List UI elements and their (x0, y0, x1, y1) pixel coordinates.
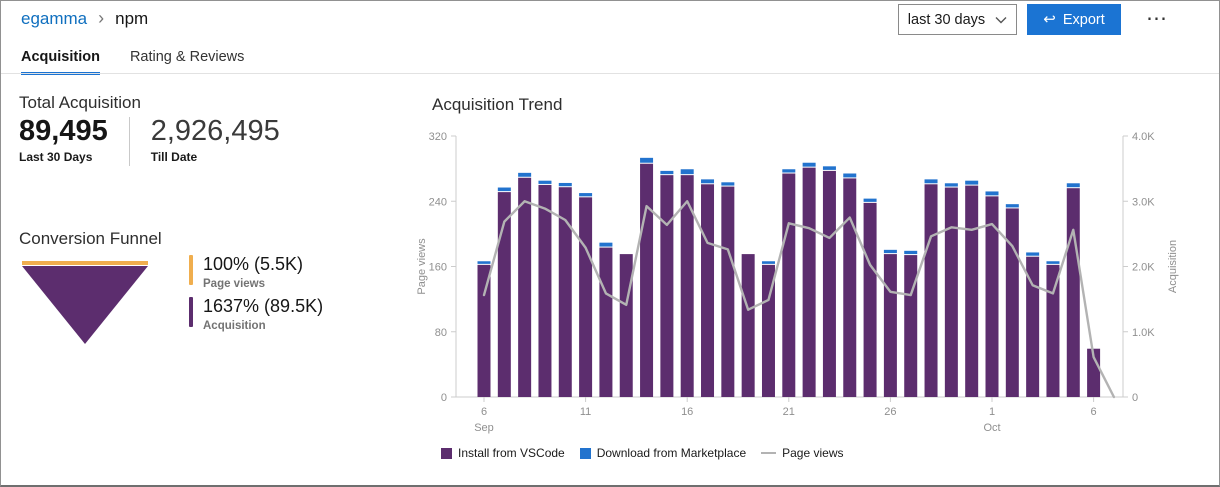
funnel-triangle (22, 266, 148, 344)
more-actions-button[interactable]: ⋯ (1139, 3, 1175, 33)
svg-text:2.0K: 2.0K (1132, 262, 1155, 274)
breadcrumb-chevron-icon: › (98, 8, 105, 28)
svg-text:1.0K: 1.0K (1132, 327, 1155, 339)
funnel-legend: 100% (5.5K) Page views 1637% (89.5K) Acq… (189, 254, 324, 332)
funnel-legend-acquisition-marker (189, 296, 193, 327)
export-arrow-icon: ↩ (1043, 11, 1056, 28)
funnel-top-bar (22, 261, 148, 265)
chart-legend: Install from VSCode Download from Marketp… (441, 446, 844, 460)
tab-bar-divider (1, 73, 1219, 74)
tab-bar: Acquisition Rating & Reviews (21, 49, 244, 75)
svg-text:320: 320 (429, 131, 447, 143)
funnel-legend-acquisition: 1637% (89.5K) Acquisition (189, 295, 324, 332)
funnel-legend-pageviews-marker (189, 255, 193, 285)
metric-last-30-days-label: Last 30 Days (19, 150, 93, 165)
tab-rating-reviews[interactable]: Rating & Reviews (129, 49, 245, 65)
chart-legend-item: Page views (761, 446, 844, 460)
conversion-funnel-graphic (22, 261, 148, 344)
chevron-down-icon (995, 16, 1007, 23)
export-button-label: Export (1062, 11, 1105, 28)
svg-text:240: 240 (429, 196, 447, 208)
conversion-funnel-title: Conversion Funnel (19, 229, 162, 248)
total-acquisition-metrics: 89,495 Last 30 Days 2,926,495 Till Date (19, 115, 280, 166)
export-button[interactable]: ↩ Export (1027, 4, 1121, 35)
svg-text:21: 21 (783, 406, 795, 418)
svg-text:Sep: Sep (474, 422, 494, 434)
svg-text:Acquisition: Acquisition (1167, 240, 1179, 293)
metric-divider (128, 117, 130, 166)
svg-text:80: 80 (435, 327, 447, 339)
svg-text:6: 6 (481, 406, 487, 418)
legend-label: Download from Marketplace (596, 446, 747, 460)
svg-text:4.0K: 4.0K (1132, 131, 1155, 143)
chart-title: Acquisition Trend (432, 95, 563, 114)
breadcrumb: egamma › npm (21, 9, 148, 29)
metric-last-30-days: 89,495 Last 30 Days (19, 115, 108, 164)
date-range-dropdown[interactable]: last 30 days (898, 4, 1017, 35)
breadcrumb-current-extension: npm (115, 9, 149, 28)
legend-line-swatch (761, 451, 777, 455)
svg-text:Page views: Page views (416, 238, 428, 295)
legend-label: Page views (782, 446, 844, 460)
legend-square-swatch (579, 447, 591, 459)
funnel-legend-pageviews: 100% (5.5K) Page views (189, 254, 323, 290)
tab-acquisition[interactable]: Acquisition (21, 49, 100, 75)
svg-text:11: 11 (580, 406, 591, 418)
legend-square-swatch (441, 447, 452, 459)
metric-till-date-label: Till Date (150, 150, 198, 165)
funnel-pageviews-name: Page views (203, 277, 266, 290)
svg-text:Oct: Oct (983, 422, 1000, 434)
legend-label: Install from VSCode (458, 446, 565, 460)
metric-till-date-value: 2,926,495 (150, 115, 280, 147)
svg-text:6: 6 (1091, 406, 1097, 418)
svg-text:160: 160 (429, 262, 447, 274)
svg-text:0: 0 (441, 392, 447, 404)
metric-last-30-days-value: 89,495 (19, 115, 108, 147)
svg-text:26: 26 (884, 406, 896, 418)
metric-till-date: 2,926,495 Till Date (151, 115, 280, 164)
funnel-acquisition-name: Acquisition (203, 319, 266, 332)
total-acquisition-title: Total Acquisition (19, 93, 141, 112)
funnel-pageviews-value: 100% (5.5K) (203, 254, 304, 274)
breadcrumb-publisher-link[interactable]: egamma (21, 9, 88, 28)
chart-legend-item: Download from Marketplace (579, 446, 747, 460)
svg-text:3.0K: 3.0K (1132, 196, 1155, 208)
svg-text:16: 16 (681, 406, 693, 418)
date-range-value: last 30 days (907, 11, 986, 28)
chart-legend-item: Install from VSCode (441, 446, 565, 460)
svg-text:0: 0 (1132, 392, 1138, 404)
funnel-acquisition-value: 1637% (89.5K) (203, 295, 324, 316)
svg-text:1: 1 (989, 406, 995, 418)
